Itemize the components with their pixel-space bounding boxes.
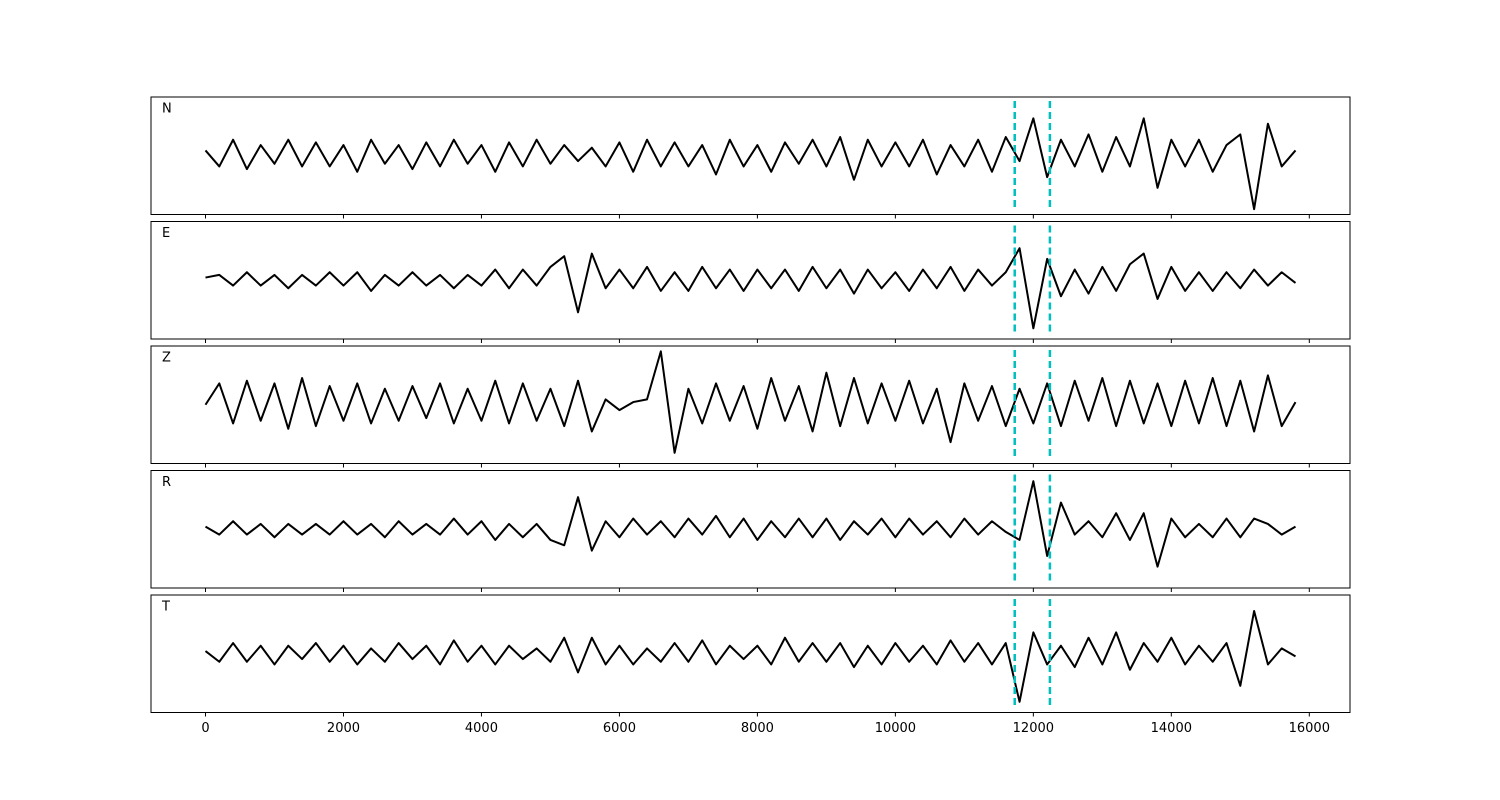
x-tick-label: 14000 — [1151, 721, 1192, 736]
x-tick-label: 12000 — [1013, 721, 1054, 736]
panel-frame — [150, 345, 1351, 464]
panel-label: Z — [162, 351, 171, 366]
waveform — [204, 350, 1297, 454]
x-tick-label: 16000 — [1289, 721, 1330, 736]
waveform — [204, 480, 1297, 568]
panel-label: T — [161, 600, 170, 615]
x-tick-label: 6000 — [603, 721, 636, 736]
panel-label: E — [162, 226, 170, 241]
waveform — [204, 610, 1297, 703]
panel-label: N — [162, 102, 172, 117]
panel-frame — [150, 470, 1351, 589]
x-tick-label: 0 — [201, 721, 209, 736]
waveform — [205, 247, 1297, 330]
x-tick-label: 8000 — [741, 721, 774, 736]
x-tick-label: 10000 — [875, 721, 916, 736]
panel-frame — [150, 221, 1351, 340]
panel-label: R — [162, 475, 171, 490]
panel-frame — [150, 594, 1351, 713]
panel-frame — [150, 96, 1351, 215]
waveform — [204, 117, 1297, 211]
x-tick-label: 4000 — [465, 721, 498, 736]
x-tick-label: 2000 — [327, 721, 360, 736]
